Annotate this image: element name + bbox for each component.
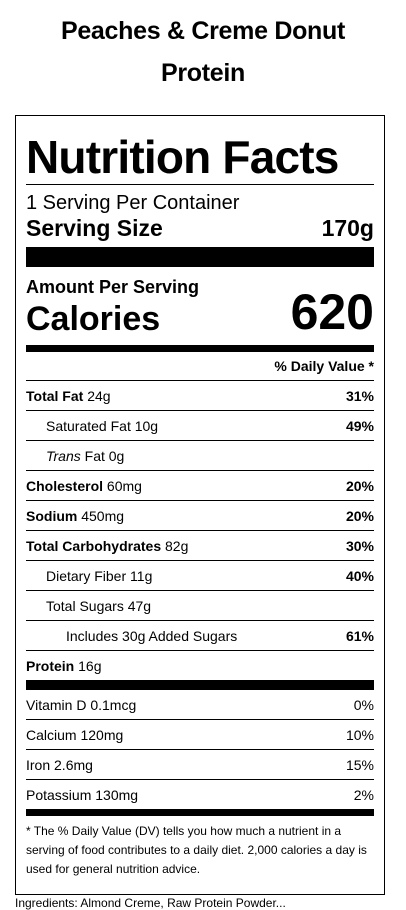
nutrient-name: Total Sugars xyxy=(46,597,124,614)
vitamin-pct: 10% xyxy=(345,726,374,743)
nutrient-amount: 16g xyxy=(78,657,102,674)
vitamin-pct: 0% xyxy=(353,696,374,713)
nutrient-pct: 20% xyxy=(345,477,374,494)
nutrient-name: Dietary Fiber xyxy=(46,567,127,584)
nutrient-amount: 82g xyxy=(165,537,189,554)
vitamin-row-potassium: Potassium 130mg 2% xyxy=(26,779,374,809)
vitamin-name: Potassium xyxy=(26,786,92,803)
nutrient-row-trans-fat: Trans Fat 0g xyxy=(26,440,374,470)
product-title-line2: Protein xyxy=(160,59,246,87)
bottom-divider xyxy=(26,809,374,816)
nutrient-amount: 10g xyxy=(134,417,159,434)
ingredients-cutoff-text: Ingredients: Almond Creme, Raw Protein P… xyxy=(15,896,286,910)
nutrient-name: Cholesterol xyxy=(26,477,104,494)
medium-divider xyxy=(26,345,374,352)
nutrient-name: Saturated Fat xyxy=(46,417,131,434)
serving-size-value: 170g xyxy=(321,215,374,241)
nutrient-amount: 0g xyxy=(108,447,125,464)
nutrition-label: Nutrition Facts 1 Serving Per Container … xyxy=(15,115,385,895)
nutrient-pct: 20% xyxy=(345,507,374,524)
calories-value: 620 xyxy=(290,284,374,340)
nutrition-facts-heading: Nutrition Facts xyxy=(26,131,339,183)
nutrient-name: Includes 30g Added Sugars xyxy=(66,627,238,644)
vitamin-amount: 0.1mcg xyxy=(90,696,137,713)
nutrient-pct: 61% xyxy=(345,627,374,644)
nutrient-row-dietary-fiber: Dietary Fiber 11g 40% xyxy=(26,560,374,590)
nutrient-row-protein: Protein 16g xyxy=(26,650,374,680)
calories-row: Calories 620 xyxy=(26,285,374,339)
divider xyxy=(26,184,374,185)
amount-per-serving: Amount Per Serving xyxy=(26,277,200,297)
nutrient-pct: 40% xyxy=(345,567,374,584)
vitamin-amount: 2.6mg xyxy=(54,756,93,773)
nutrient-name: Total Carbohydrates xyxy=(26,537,162,554)
nutrient-row-added-sugars: Includes 30g Added Sugars 61% xyxy=(26,620,374,650)
nutrient-name: Protein xyxy=(26,657,75,674)
nutrient-amount: 450mg xyxy=(81,507,125,524)
nutrient-pct: 31% xyxy=(345,387,374,404)
nutrient-name: Trans xyxy=(46,447,81,464)
nutrient-pct: 49% xyxy=(345,417,374,434)
serving-size-row: Serving Size 170g xyxy=(26,215,374,241)
nutrient-amount: 47g xyxy=(127,597,152,614)
servings-per-container: 1 Serving Per Container xyxy=(26,192,240,214)
nutrient-name-suffix: Fat xyxy=(84,447,105,464)
vitamin-name: Vitamin D xyxy=(26,696,87,713)
serving-size-label: Serving Size xyxy=(26,215,163,241)
product-title-line1: Peaches & Creme Donut xyxy=(60,17,346,45)
thick-divider xyxy=(26,247,374,267)
vitamin-row-calcium: Calcium 120mg 10% xyxy=(26,719,374,749)
product-title: Peaches & Creme Donut Protein xyxy=(0,0,406,94)
nutrient-name: Sodium xyxy=(26,507,78,524)
vitamin-row-vitamin-d: Vitamin D 0.1mcg 0% xyxy=(26,690,374,719)
vitamin-pct: 2% xyxy=(353,786,374,803)
nutrient-name: Total Fat xyxy=(26,387,84,404)
vitamin-amount: 120mg xyxy=(80,726,124,743)
vitamin-name: Iron xyxy=(26,756,51,773)
nutrient-row-total-sugars: Total Sugars 47g xyxy=(26,590,374,620)
nutrient-pct: 30% xyxy=(345,537,374,554)
heavy-divider xyxy=(26,680,374,690)
nutrient-amount: 60mg xyxy=(106,477,142,494)
vitamin-row-iron: Iron 2.6mg 15% xyxy=(26,749,374,779)
nutrient-row-saturated-fat: Saturated Fat 10g 49% xyxy=(26,410,374,440)
nutrient-amount: 11g xyxy=(130,567,153,584)
vitamin-name: Calcium xyxy=(26,726,77,743)
nutrient-row-sodium: Sodium 450mg 20% xyxy=(26,500,374,530)
nutrient-row-total-fat: Total Fat 24g 31% xyxy=(26,380,374,410)
daily-value-footnote: * The % Daily Value (DV) tells you how m… xyxy=(26,824,367,876)
vitamin-pct: 15% xyxy=(345,756,374,773)
nutrient-row-cholesterol: Cholesterol 60mg 20% xyxy=(26,470,374,500)
nutrient-amount: 24g xyxy=(87,387,111,404)
nutrient-row-total-carbohydrates: Total Carbohydrates 82g 30% xyxy=(26,530,374,560)
daily-value-header: % Daily Value * xyxy=(274,358,374,374)
calories-label: Calories xyxy=(26,300,161,338)
vitamin-amount: 130mg xyxy=(95,786,139,803)
